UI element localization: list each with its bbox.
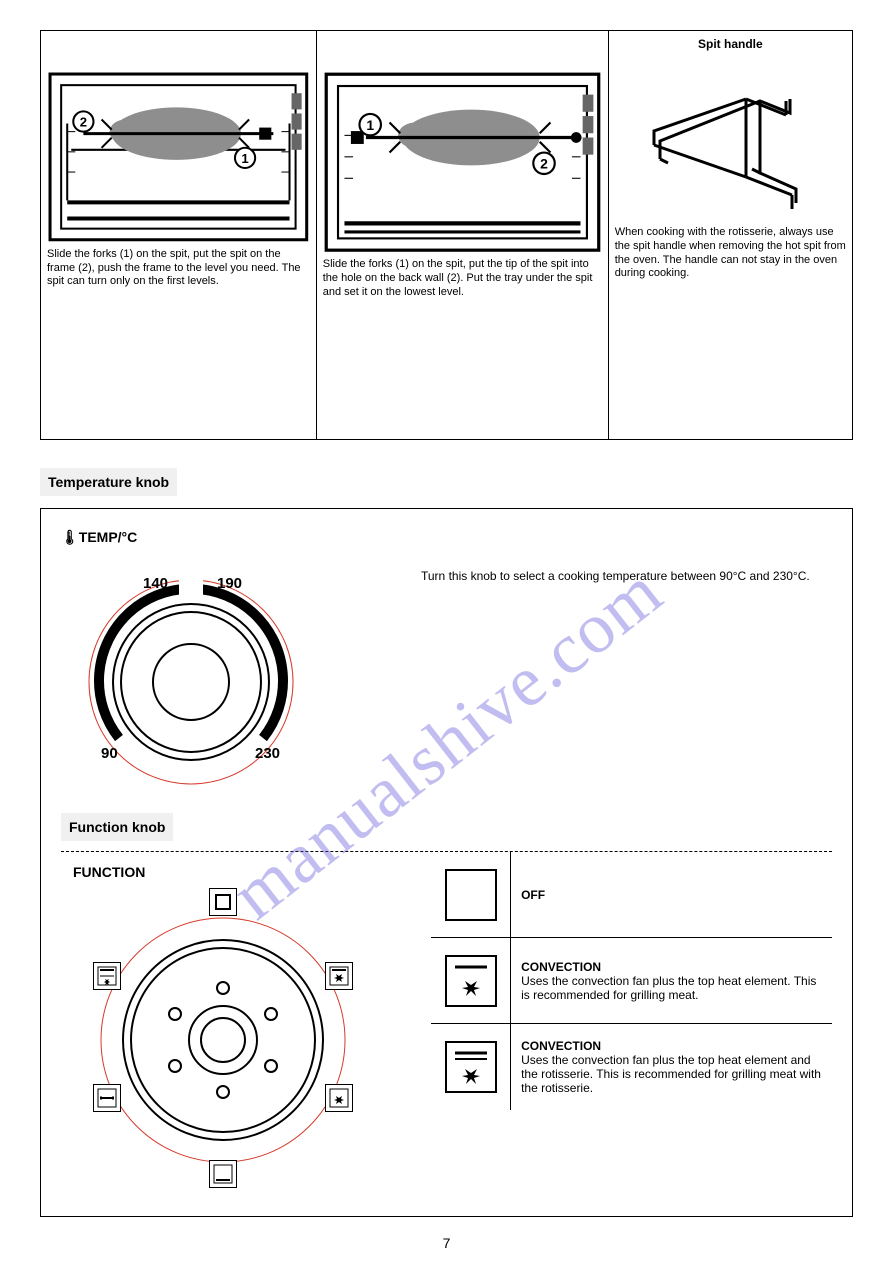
- svg-text:2: 2: [540, 156, 548, 172]
- page-root: manualshive.com: [0, 0, 893, 1281]
- func-desc-2: Uses the convection fan plus the top hea…: [521, 1053, 821, 1095]
- svg-text:2: 2: [80, 115, 87, 130]
- func-name-0: OFF: [521, 888, 822, 902]
- col2-body: Slide the forks (1) on the spit, put the…: [323, 258, 602, 299]
- oven-diagram-1: 2 1: [47, 71, 310, 248]
- top-col-1: 2 1 Slide the forks (1) on the spit, put…: [41, 31, 317, 439]
- temp-knob-label: 🌡TEMP/°C: [61, 529, 832, 546]
- dial-icon-top-fan-rotis: [93, 962, 121, 990]
- func-knob-label: FUNCTION: [73, 864, 419, 880]
- col3-header: Spit handle: [615, 37, 846, 71]
- temperature-dial: 140 190 90 230: [61, 552, 832, 797]
- svg-text:1: 1: [366, 117, 374, 133]
- dial-icon-fan: [325, 1084, 353, 1112]
- spit-handle-icon: [615, 71, 846, 226]
- svg-text:190: 190: [217, 575, 242, 592]
- func-icon-off: [431, 852, 511, 937]
- func-icon-conv-1: [431, 938, 511, 1023]
- function-row-off: OFF: [431, 852, 832, 938]
- func-desc-1: Uses the convection fan plus the top hea…: [521, 974, 816, 1002]
- dial-icon-top-fan: [325, 962, 353, 990]
- top-col-2: 1 2 Slide the forks (1) on the spit, put…: [317, 31, 609, 439]
- function-table: OFF CONVECTION: [431, 852, 832, 1196]
- func-name-1: CONVECTION: [521, 960, 822, 974]
- top-col-3: Spit handle: [609, 31, 852, 439]
- rotisserie-instructions-table: 2 1 Slide the forks (1) on the spit, put…: [40, 30, 853, 440]
- function-row-convection-2: CONVECTION Uses the convection fan plus …: [431, 1024, 832, 1110]
- col2-header: [323, 37, 602, 71]
- temp-section-label: Temperature knob: [40, 468, 177, 496]
- function-dial: [73, 884, 373, 1184]
- function-row-convection-1: CONVECTION Uses the convection fan plus …: [431, 938, 832, 1024]
- func-section-label: Function knob: [61, 813, 173, 841]
- function-split: FUNCTION: [61, 851, 832, 1196]
- col3-body: When cooking with the rotisserie, always…: [615, 226, 846, 281]
- svg-text:90: 90: [101, 745, 118, 762]
- dial-icon-off: [209, 888, 237, 916]
- dial-icon-bottom: [209, 1160, 237, 1188]
- svg-text:140: 140: [143, 575, 168, 592]
- svg-text:1: 1: [241, 151, 248, 166]
- svg-text:230: 230: [255, 745, 280, 762]
- oven-diagram-2: 1 2: [323, 71, 602, 258]
- temp-and-function-box: 🌡TEMP/°C 140 190 90: [40, 508, 853, 1217]
- function-dial-area: FUNCTION: [61, 852, 431, 1196]
- temp-desc: Turn this knob to select a cooking tempe…: [421, 569, 810, 583]
- dial-icon-rotisserie: [93, 1084, 121, 1112]
- func-icon-conv-2: [431, 1024, 511, 1110]
- col1-body: Slide the forks (1) on the spit, put the…: [47, 248, 310, 289]
- col1-header: [47, 37, 310, 71]
- page-number: 7: [40, 1235, 853, 1251]
- func-name-2: CONVECTION: [521, 1039, 822, 1053]
